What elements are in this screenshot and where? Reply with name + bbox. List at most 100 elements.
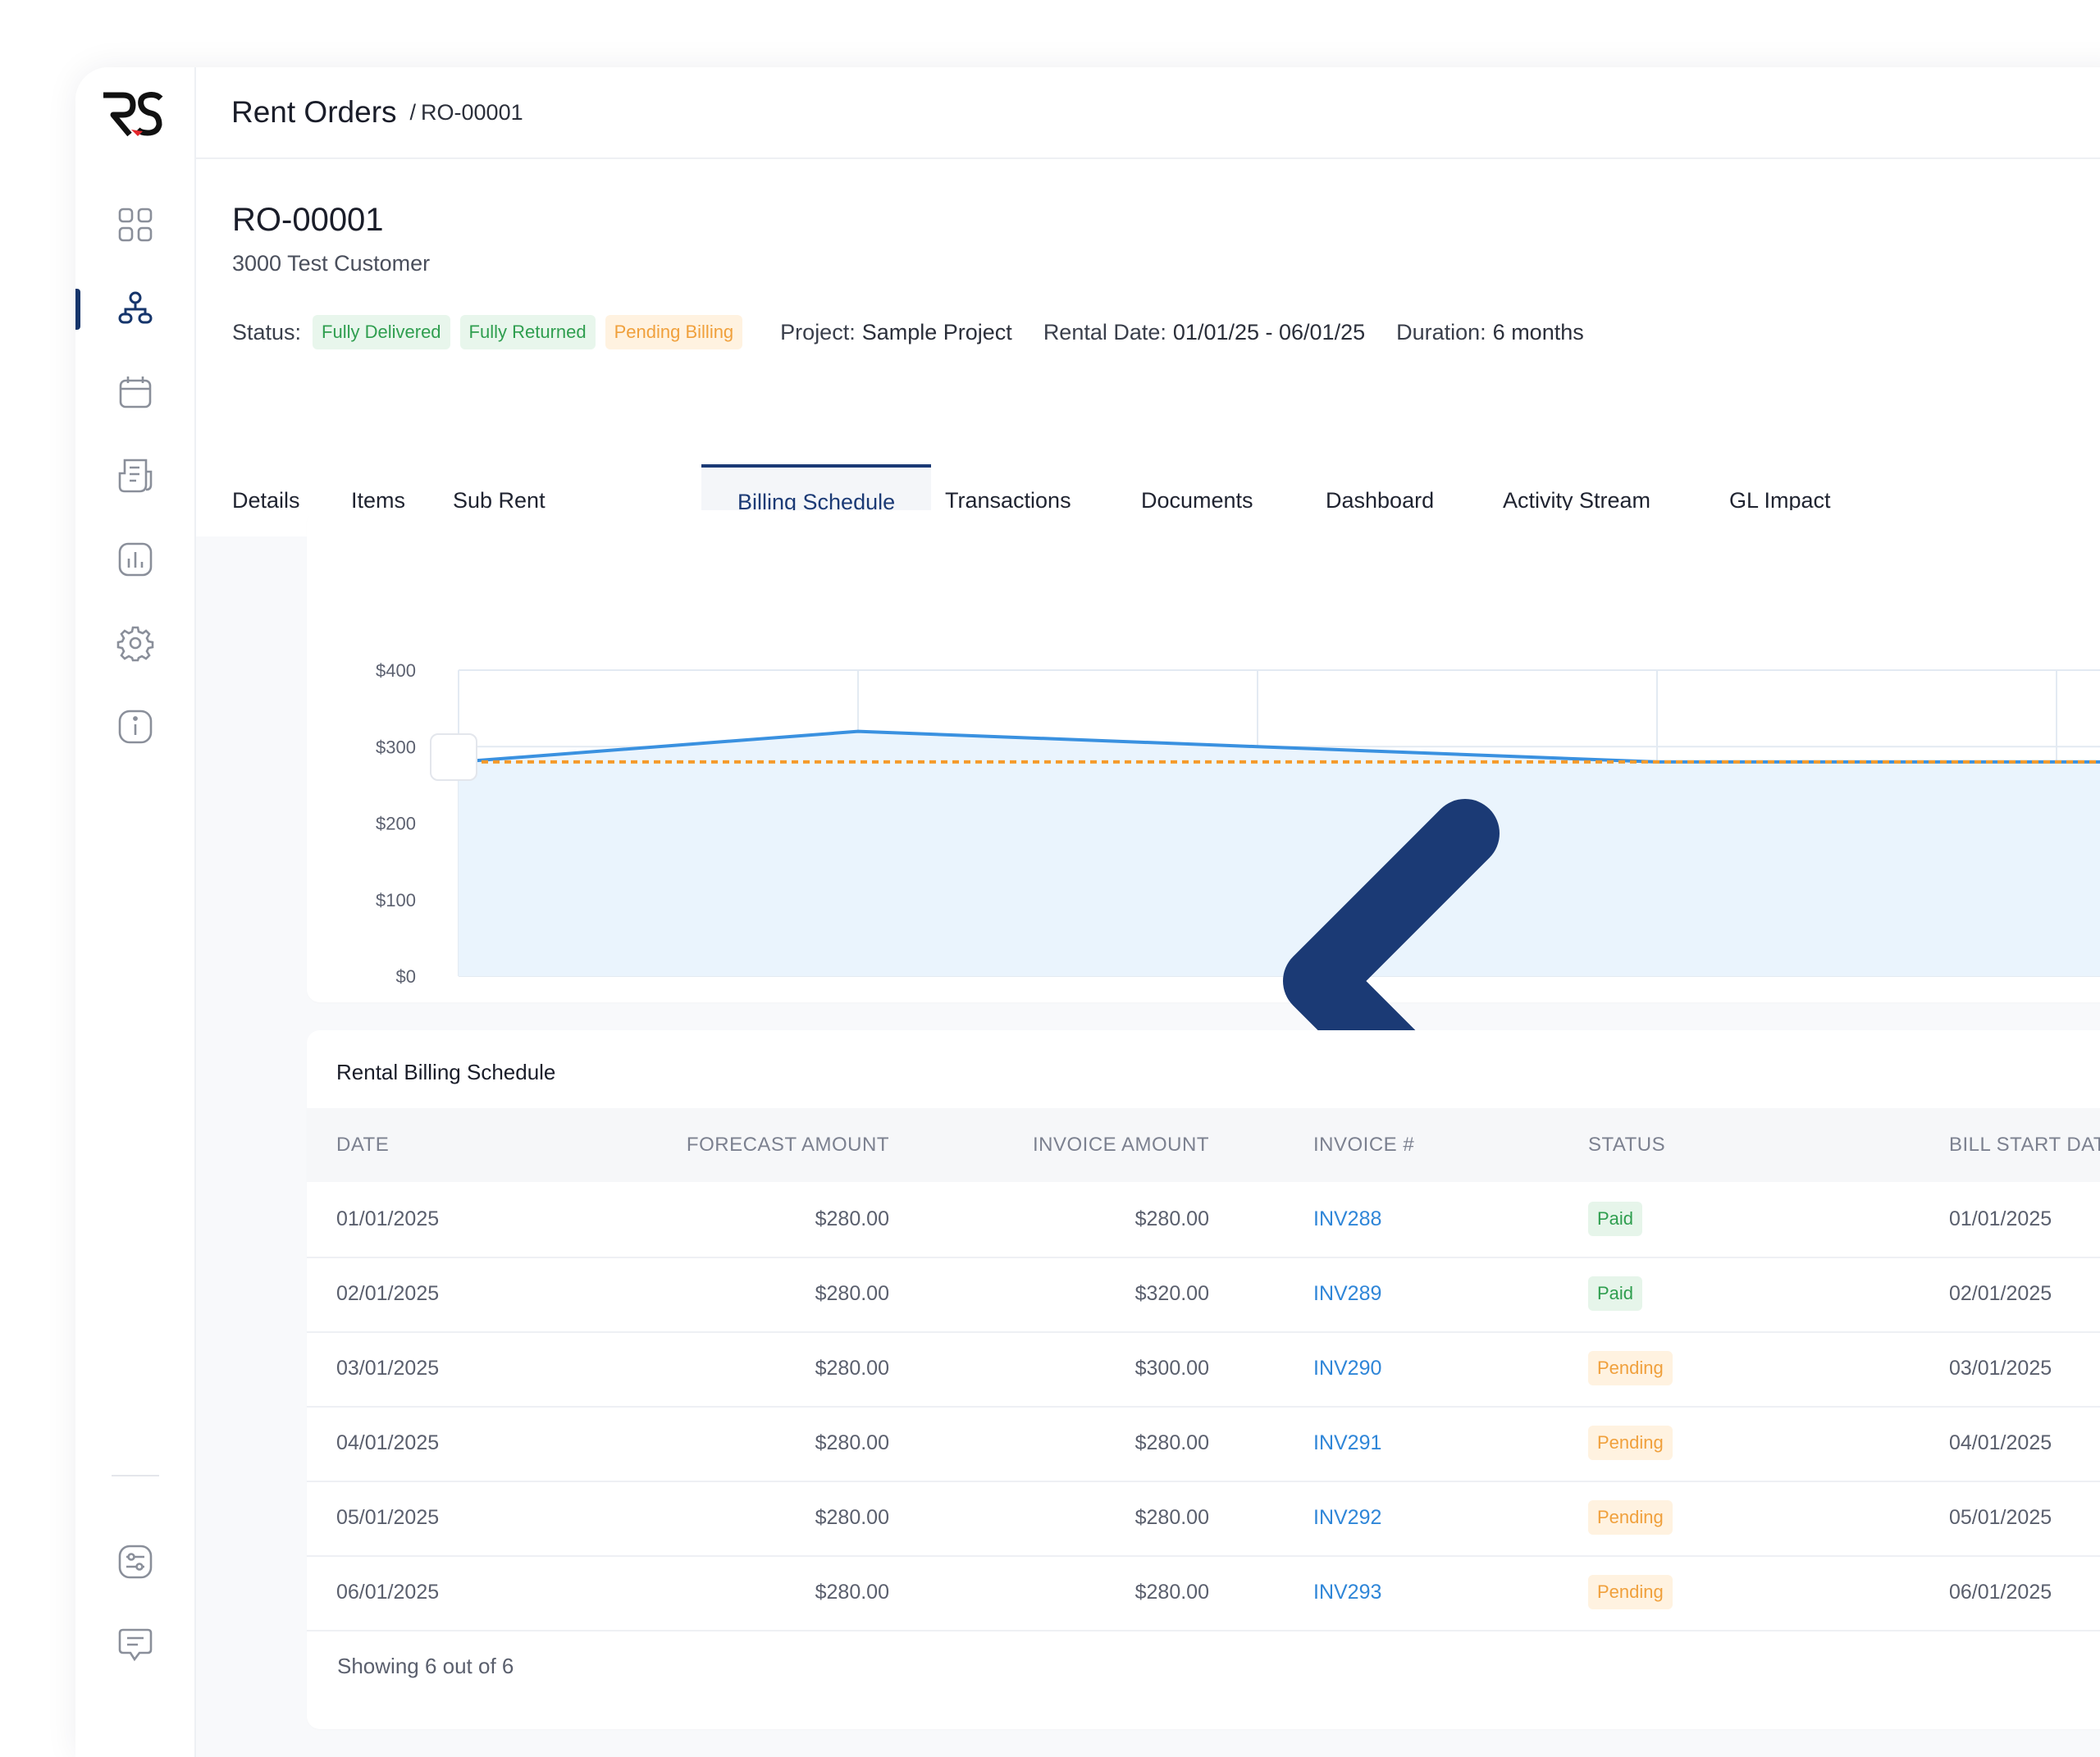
status-badge: Paid bbox=[1588, 1276, 1643, 1311]
cell-invoice-amount: $280.00 bbox=[1134, 1581, 1209, 1604]
bar-chart-icon bbox=[118, 542, 152, 577]
duration-label: Duration: bbox=[1396, 319, 1486, 345]
table-row[interactable]: 06/01/2025 $280.00 $280.00 INV293 Pending 06/… bbox=[307, 1555, 2100, 1632]
table-row[interactable]: 01/01/2025 $280.00 $280.00 INV288 Paid 01/01/… bbox=[307, 1182, 2100, 1258]
duration-value: 6 months bbox=[1492, 319, 1584, 345]
order-header: RO-00001 3000 Test Customer Status: Full… bbox=[196, 159, 2100, 466]
sidebar-divider bbox=[112, 1475, 159, 1476]
cell-date: 04/01/2025 bbox=[336, 1431, 440, 1454]
cell-bill-start-date: 05/01/2025 bbox=[1949, 1506, 2052, 1529]
y-tick-label: $100 bbox=[376, 890, 416, 910]
document-icon bbox=[118, 459, 152, 493]
chart-scroll-left-button[interactable] bbox=[430, 733, 1500, 1163]
sidebar-item-reports[interactable] bbox=[75, 528, 194, 591]
table-header: DATE FORECAST AMOUNT INVOICE AMOUNT INVO… bbox=[307, 1108, 2100, 1182]
cell-date: 05/01/2025 bbox=[336, 1506, 440, 1529]
y-tick-label: $400 bbox=[376, 660, 416, 681]
invoice-link[interactable]: INV292 bbox=[1313, 1506, 1382, 1529]
table-footer: Showing 6 out of 6 bbox=[337, 1654, 514, 1678]
project-value: Sample Project bbox=[861, 319, 1012, 345]
y-tick-label: $0 bbox=[396, 966, 416, 987]
tab-dashboard[interactable]: Dashboard bbox=[1326, 487, 1435, 513]
column-header-status[interactable]: STATUS bbox=[1588, 1134, 1666, 1156]
sidebar-item-documents[interactable] bbox=[75, 445, 194, 507]
table-row[interactable]: 02/01/2025 $280.00 $320.00 INV289 Paid 02/01/… bbox=[307, 1257, 2100, 1333]
tab-activity-stream[interactable]: Activity Stream bbox=[1503, 487, 1651, 513]
sliders-icon bbox=[118, 1545, 152, 1579]
billing-chart: $0$100$200$300$40001/01/2501/02/2501/03/… bbox=[376, 660, 2100, 987]
order-meta: Status: Fully Delivered Fully Returned P… bbox=[232, 315, 1584, 349]
invoice-link[interactable]: INV290 bbox=[1313, 1357, 1382, 1380]
cell-bill-start-date: 06/01/2025 bbox=[1949, 1581, 2052, 1604]
status-label: Status: bbox=[232, 319, 302, 345]
invoice-link[interactable]: INV288 bbox=[1313, 1207, 1382, 1230]
breadcrumb-title[interactable]: Rent Orders bbox=[231, 95, 397, 129]
calendar-icon bbox=[119, 376, 151, 408]
chat-icon bbox=[118, 1628, 152, 1662]
table-row[interactable]: 05/01/2025 $280.00 $280.00 INV292 Pending 05/… bbox=[307, 1481, 2100, 1557]
sidebar-item-preferences[interactable] bbox=[75, 1531, 194, 1593]
cell-date: 01/01/2025 bbox=[336, 1207, 440, 1230]
column-header-invoice-amount[interactable]: INVOICE AMOUNT bbox=[1032, 1134, 1209, 1156]
cell-bill-start-date: 04/01/2025 bbox=[1949, 1431, 2052, 1454]
status-badge-delivered: Fully Delivered bbox=[313, 315, 450, 349]
tab-documents[interactable]: Documents bbox=[1141, 487, 1253, 513]
invoice-area bbox=[459, 731, 2100, 976]
sidebar-item-info[interactable] bbox=[75, 696, 194, 758]
cell-bill-start-date: 03/01/2025 bbox=[1949, 1357, 2052, 1380]
billing-chart-card: $0$100$200$300$40001/01/2501/02/2501/03/… bbox=[307, 510, 2100, 1163]
cell-invoice-amount: $320.00 bbox=[1134, 1282, 1209, 1305]
cell-forecast-amount: $280.00 bbox=[815, 1207, 889, 1230]
gear-icon bbox=[116, 626, 153, 662]
table-row[interactable]: 03/01/2025 $280.00 $300.00 INV290 Pending 03/… bbox=[307, 1331, 2100, 1408]
sidebar-item-rent-orders[interactable] bbox=[75, 277, 194, 340]
breadcrumb-current: RO-00001 bbox=[421, 99, 523, 125]
column-header-bill-start-date[interactable]: BILL START DATE bbox=[1949, 1134, 2100, 1156]
tab-gl-impact[interactable]: GL Impact bbox=[1729, 487, 1831, 513]
status-badge: Pending bbox=[1588, 1351, 1673, 1385]
tab-details[interactable]: Details bbox=[232, 487, 300, 513]
invoice-link[interactable]: INV291 bbox=[1313, 1431, 1382, 1454]
tab-sub-rent[interactable]: Sub Rent bbox=[453, 487, 546, 513]
cell-invoice-amount: $280.00 bbox=[1134, 1207, 1209, 1230]
app-window: Rent Orders / RO-00001 RO-00001 3000 Tes… bbox=[75, 67, 2100, 1757]
billing-schedule-table: Rental Billing Schedule DATE FORECAST AM… bbox=[307, 1030, 2100, 1729]
rental-date-value: 01/01/25 - 06/01/25 bbox=[1172, 319, 1366, 345]
main-content: Rent Orders / RO-00001 RO-00001 3000 Tes… bbox=[196, 67, 2100, 1757]
tab-items[interactable]: Items bbox=[351, 487, 406, 513]
page-title: RO-00001 bbox=[232, 202, 384, 238]
cell-forecast-amount: $280.00 bbox=[815, 1431, 889, 1454]
info-icon bbox=[118, 710, 152, 744]
cell-bill-start-date: 01/01/2025 bbox=[1949, 1207, 2052, 1230]
sidebar bbox=[75, 67, 196, 1757]
cell-date: 02/01/2025 bbox=[336, 1282, 440, 1305]
cell-invoice-amount: $300.00 bbox=[1134, 1357, 1209, 1380]
sidebar-item-calendar[interactable] bbox=[75, 361, 194, 423]
breadcrumb: Rent Orders / RO-00001 bbox=[196, 67, 2100, 159]
cell-forecast-amount: $280.00 bbox=[815, 1506, 889, 1529]
cell-invoice-amount: $280.00 bbox=[1134, 1506, 1209, 1529]
cell-bill-start-date: 02/01/2025 bbox=[1949, 1282, 2052, 1305]
column-header-date[interactable]: DATE bbox=[336, 1134, 390, 1156]
column-header-invoice-number[interactable]: INVOICE # bbox=[1313, 1134, 1415, 1156]
dashboard-grid-icon bbox=[118, 208, 152, 242]
cell-date: 06/01/2025 bbox=[336, 1581, 440, 1604]
status-badge-returned: Fully Returned bbox=[459, 315, 596, 349]
invoice-link[interactable]: INV289 bbox=[1313, 1282, 1382, 1305]
table-title: Rental Billing Schedule bbox=[336, 1060, 556, 1084]
y-tick-label: $200 bbox=[376, 814, 416, 834]
breadcrumb-separator: / bbox=[409, 99, 417, 125]
status-badge-billing: Pending Billing bbox=[605, 315, 743, 349]
cell-forecast-amount: $280.00 bbox=[815, 1357, 889, 1380]
sidebar-item-messages[interactable] bbox=[75, 1614, 194, 1677]
cell-date: 03/01/2025 bbox=[336, 1357, 440, 1380]
status-badge: Pending bbox=[1588, 1500, 1673, 1535]
sidebar-item-settings[interactable] bbox=[75, 612, 194, 674]
invoice-link[interactable]: INV293 bbox=[1313, 1581, 1382, 1604]
rental-date-label: Rental Date: bbox=[1043, 319, 1166, 345]
column-header-forecast-amount[interactable]: FORECAST AMOUNT bbox=[686, 1134, 889, 1156]
tab-transactions[interactable]: Transactions bbox=[945, 487, 1071, 513]
rs-logo[interactable] bbox=[100, 90, 166, 144]
sidebar-item-dashboard[interactable] bbox=[75, 194, 194, 256]
table-row[interactable]: 04/01/2025 $280.00 $280.00 INV291 Pending 04/… bbox=[307, 1406, 2100, 1482]
